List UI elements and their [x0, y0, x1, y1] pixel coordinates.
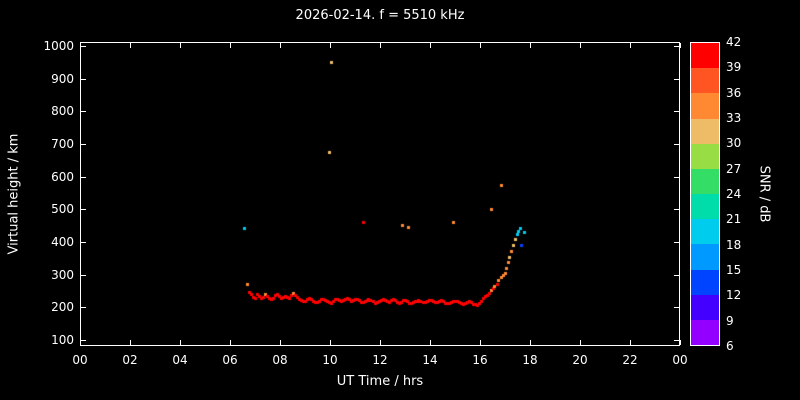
y-tick-label: 900: [51, 72, 74, 86]
x-tick-mark: [680, 43, 681, 48]
x-tick-mark: [230, 340, 231, 345]
x-tick-label: 18: [522, 353, 538, 367]
y-tick-mark: [674, 177, 679, 178]
colorbar-band: [691, 319, 719, 346]
x-tick-label: 00: [672, 353, 688, 367]
colorbar-tick-label: 6: [726, 339, 734, 353]
x-tick-label: 12: [372, 353, 388, 367]
y-tick-label: 400: [51, 235, 74, 249]
colorbar: [690, 42, 720, 346]
x-tick-mark: [280, 340, 281, 345]
x-tick-mark: [680, 340, 681, 345]
x-tick-mark: [530, 340, 531, 345]
x-tick-mark: [130, 43, 131, 48]
y-tick-mark: [81, 340, 86, 341]
x-tick-label: 06: [222, 353, 238, 367]
y-tick-label: 800: [51, 104, 74, 118]
colorbar-tick-label: 27: [726, 162, 742, 176]
colorbar-tick-label: 42: [726, 35, 742, 49]
colorbar-band: [691, 244, 719, 270]
x-tick-mark: [330, 43, 331, 48]
colorbar-band: [691, 93, 719, 119]
colorbar-tick-label: 18: [726, 238, 742, 252]
y-tick-mark: [81, 177, 86, 178]
x-tick-mark: [130, 340, 131, 345]
x-tick-label: 04: [172, 353, 188, 367]
x-tick-mark: [380, 340, 381, 345]
x-tick-mark: [630, 43, 631, 48]
y-tick-mark: [81, 111, 86, 112]
x-tick-mark: [480, 43, 481, 48]
x-tick-mark: [530, 43, 531, 48]
y-tick-mark: [81, 144, 86, 145]
x-tick-mark: [430, 340, 431, 345]
y-tick-mark: [674, 275, 679, 276]
x-tick-mark: [580, 43, 581, 48]
y-tick-mark: [81, 242, 86, 243]
colorbar-tick-label: 15: [726, 263, 742, 277]
y-tick-mark: [81, 275, 86, 276]
y-tick-mark: [674, 242, 679, 243]
y-tick-mark: [81, 46, 86, 47]
x-tick-mark: [480, 340, 481, 345]
x-tick-label: 02: [122, 353, 138, 367]
y-tick-label: 300: [51, 268, 74, 282]
colorbar-tick-label: 36: [726, 86, 742, 100]
colorbar-band: [691, 43, 719, 69]
y-tick-mark: [674, 209, 679, 210]
y-tick-mark: [81, 209, 86, 210]
y-tick-label: 200: [51, 300, 74, 314]
y-tick-mark: [674, 111, 679, 112]
y-tick-mark: [674, 340, 679, 341]
y-tick-label: 700: [51, 137, 74, 151]
colorbar-band: [691, 143, 719, 169]
y-tick-mark: [674, 307, 679, 308]
colorbar-band: [691, 294, 719, 320]
x-tick-label: 22: [622, 353, 638, 367]
x-tick-mark: [430, 43, 431, 48]
colorbar-tick-label: 33: [726, 111, 742, 125]
colorbar-band: [691, 168, 719, 195]
colorbar-band: [691, 118, 719, 144]
colorbar-band: [691, 194, 719, 220]
y-tick-label: 600: [51, 170, 74, 184]
x-tick-mark: [230, 43, 231, 48]
x-tick-mark: [180, 43, 181, 48]
x-tick-label: 16: [472, 353, 488, 367]
x-tick-mark: [380, 43, 381, 48]
colorbar-band: [691, 219, 719, 245]
x-tick-mark: [280, 43, 281, 48]
y-tick-label: 100: [51, 333, 74, 347]
colorbar-band: [691, 68, 719, 94]
x-tick-label: 20: [572, 353, 588, 367]
x-tick-mark: [80, 43, 81, 48]
colorbar-band: [691, 269, 719, 295]
colorbar-tick-label: 12: [726, 288, 742, 302]
colorbar-tick-label: 9: [726, 314, 734, 328]
y-tick-mark: [81, 79, 86, 80]
y-tick-mark: [81, 307, 86, 308]
colorbar-tick-label: 30: [726, 136, 742, 150]
x-tick-label: 00: [72, 353, 88, 367]
y-tick-mark: [674, 144, 679, 145]
x-tick-label: 10: [322, 353, 338, 367]
colorbar-tick-label: 21: [726, 212, 742, 226]
x-tick-mark: [630, 340, 631, 345]
x-tick-label: 14: [422, 353, 438, 367]
y-tick-label: 1000: [43, 39, 74, 53]
x-tick-mark: [80, 340, 81, 345]
x-tick-mark: [180, 340, 181, 345]
colorbar-tick-label: 24: [726, 187, 742, 201]
x-tick-label: 08: [272, 353, 288, 367]
y-tick-mark: [674, 46, 679, 47]
y-tick-mark: [674, 79, 679, 80]
x-tick-mark: [580, 340, 581, 345]
y-tick-label: 500: [51, 202, 74, 216]
colorbar-tick-label: 39: [726, 60, 742, 74]
x-tick-mark: [330, 340, 331, 345]
